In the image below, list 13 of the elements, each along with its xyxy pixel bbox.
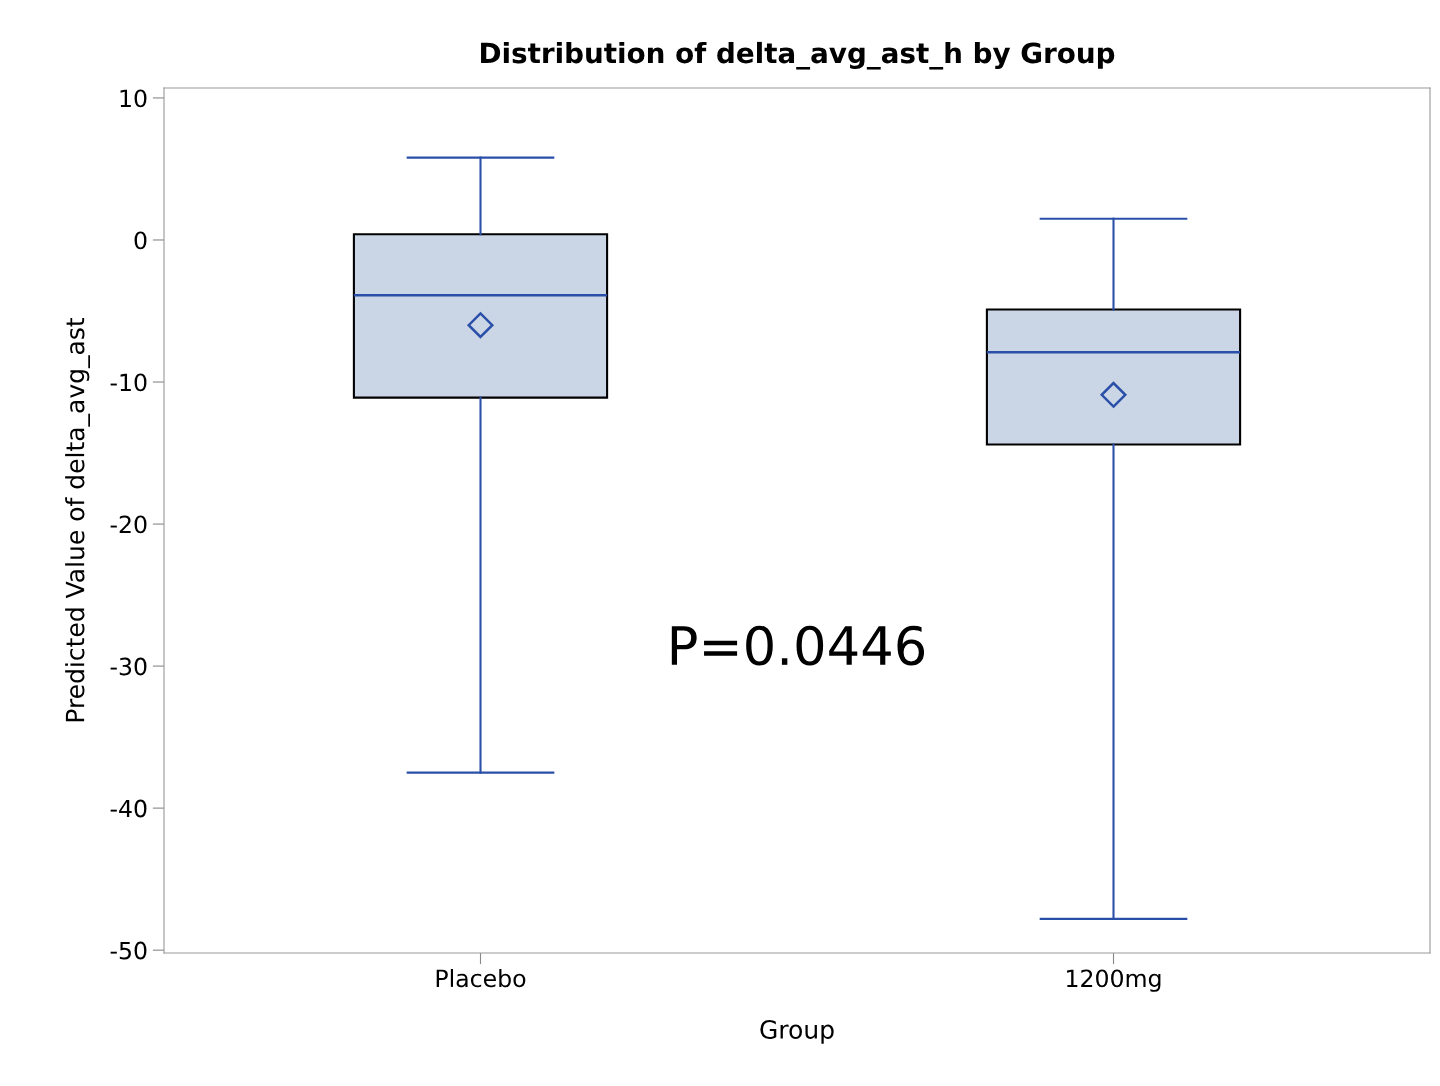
y-tick-label: 0 [134, 231, 147, 250]
chart-title: Distribution of delta_avg_ast_h by Group [481, 41, 1115, 70]
y-tick-label: -20 [110, 515, 147, 534]
y-axis-title: Predicted Value of delta_avg_ast [65, 317, 91, 722]
y-tick-label: -40 [110, 799, 147, 818]
x-tick-label: Placebo [436, 968, 526, 988]
x-tick-label: 1200mg [1067, 969, 1161, 992]
y-tick-label: -10 [110, 373, 147, 392]
annotation: P=0.0446 [671, 625, 925, 666]
y-tick-label: 10 [120, 89, 147, 108]
y-tick-label: -30 [110, 657, 147, 676]
x-axis-title: Group [760, 1020, 834, 1044]
y-tick-label: -50 [110, 941, 147, 960]
